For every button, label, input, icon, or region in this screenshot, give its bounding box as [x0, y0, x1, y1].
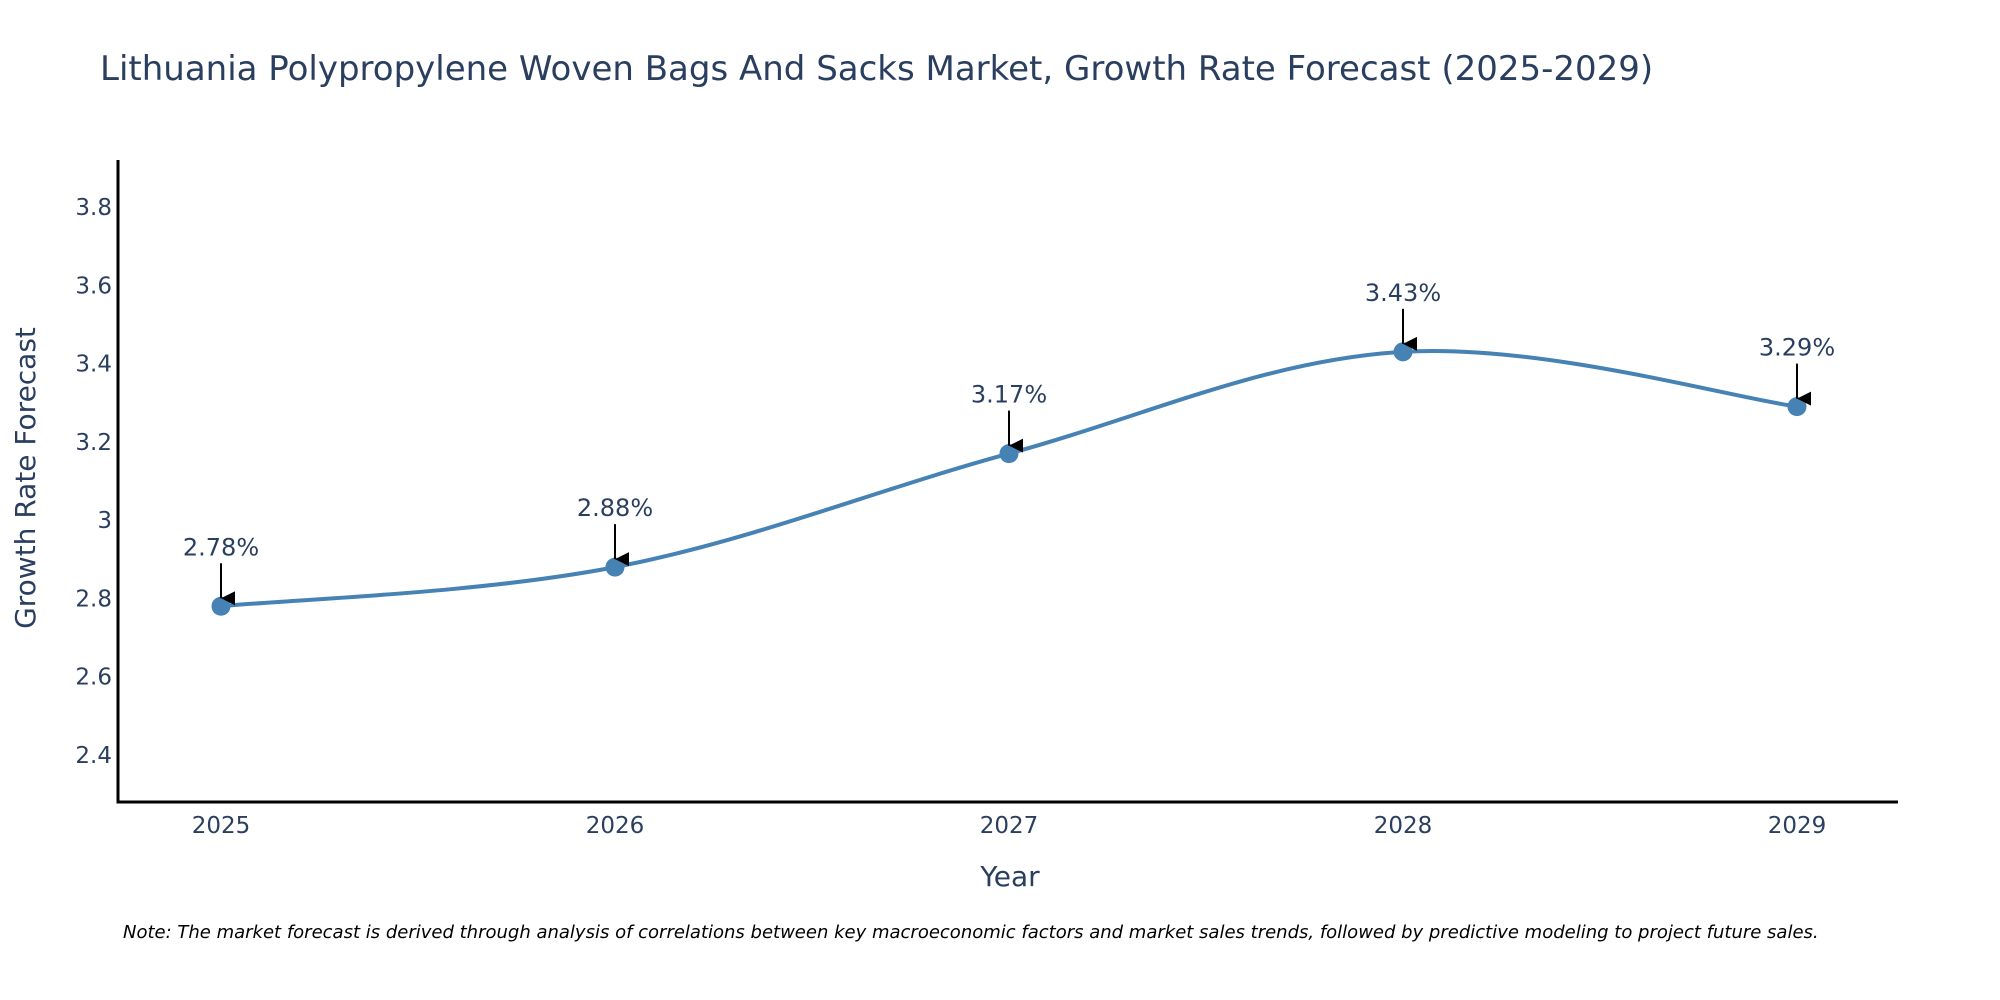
chart-title: Lithuania Polypropylene Woven Bags And S…	[100, 49, 1653, 89]
data-label: 3.29%	[1759, 334, 1835, 362]
data-point	[999, 444, 1019, 464]
x-tick-label: 2027	[980, 813, 1039, 839]
data-point	[1393, 342, 1413, 362]
data-label: 2.88%	[577, 494, 653, 522]
x-tick-label: 2025	[192, 813, 251, 839]
y-tick-label: 3	[97, 508, 112, 534]
x-tick-label: 2028	[1374, 813, 1433, 839]
y-tick-label: 2.6	[75, 665, 112, 691]
forecast-note: Note: The market forecast is derived thr…	[123, 922, 1819, 943]
x-tick-label: 2029	[1768, 813, 1827, 839]
y-tick-label: 2.4	[75, 743, 112, 769]
y-axis-title: Growth Rate Forecast	[9, 327, 42, 629]
y-tick-label: 3.2	[75, 430, 112, 456]
data-point	[211, 596, 231, 616]
data-label: 2.78%	[183, 533, 259, 561]
x-axis-ticks: 2025 2026 2027 2028 2029	[192, 813, 1827, 839]
data-point	[1787, 397, 1807, 417]
y-tick-label: 3.6	[75, 273, 112, 299]
y-axis-ticks: 2.4 2.6 2.8 3 3.2 3.4 3.6 3.8	[75, 195, 112, 769]
data-label: 3.43%	[1365, 279, 1441, 307]
y-tick-label: 2.8	[75, 586, 112, 612]
y-tick-label: 3.4	[75, 352, 112, 378]
x-axis-title: Year	[979, 860, 1040, 893]
y-tick-label: 3.8	[75, 195, 112, 221]
data-point	[605, 557, 625, 577]
x-tick-label: 2026	[586, 813, 645, 839]
data-annotations: 2.78% 2.88% 3.17% 3.43% 3.29%	[183, 279, 1835, 606]
data-label: 3.17%	[971, 381, 1047, 409]
